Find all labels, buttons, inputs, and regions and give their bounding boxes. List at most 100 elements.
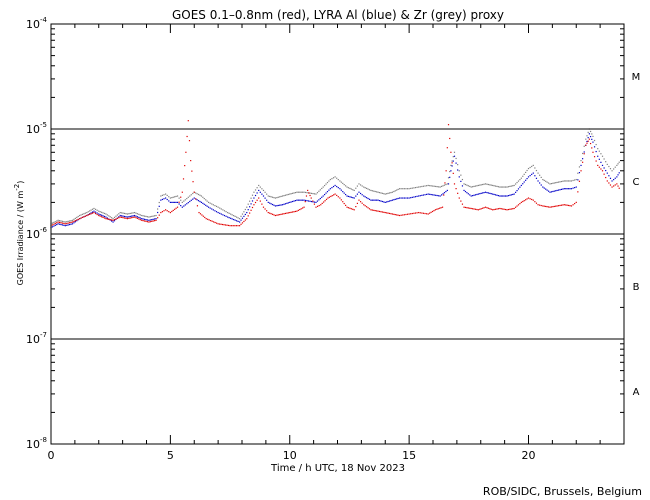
data-point — [608, 165, 610, 168]
data-point — [129, 217, 131, 219]
data-point — [455, 188, 457, 190]
data-point — [368, 198, 371, 200]
data-point — [216, 222, 218, 224]
data-point — [509, 185, 511, 188]
data-point — [410, 213, 412, 215]
data-point — [566, 204, 568, 206]
data-point — [183, 200, 185, 202]
data-point — [64, 223, 66, 225]
data-point — [139, 219, 141, 221]
data-point — [84, 215, 86, 217]
data-point — [197, 200, 200, 202]
data-point — [155, 219, 157, 221]
data-point — [294, 191, 297, 194]
data-point — [440, 185, 443, 188]
y-tick-base: 10 — [26, 333, 40, 346]
data-point — [429, 185, 431, 187]
data-point — [250, 203, 252, 205]
data-point — [250, 197, 252, 199]
data-point — [239, 225, 241, 227]
data-point — [165, 193, 167, 195]
data-point — [373, 209, 375, 211]
data-point — [403, 188, 405, 190]
data-point — [111, 217, 113, 219]
data-point — [276, 197, 278, 199]
data-point — [66, 221, 68, 223]
data-point — [347, 195, 350, 198]
data-point — [306, 200, 308, 202]
data-point — [290, 201, 292, 203]
data-point — [274, 214, 277, 217]
data-point — [522, 200, 524, 203]
data-point — [492, 184, 494, 187]
data-point — [53, 221, 55, 224]
data-point — [421, 212, 423, 214]
data-point — [185, 151, 187, 153]
data-point — [152, 220, 154, 222]
data-point — [237, 225, 239, 227]
data-point — [453, 151, 456, 153]
data-point — [560, 180, 563, 183]
data-point — [603, 158, 605, 160]
data-point — [577, 172, 579, 174]
data-point — [442, 193, 444, 195]
data-point — [331, 187, 333, 189]
data-point — [334, 184, 336, 187]
data-point — [209, 207, 211, 209]
data-point — [562, 188, 564, 190]
data-point — [57, 223, 59, 225]
data-point — [381, 211, 383, 213]
data-point — [396, 189, 398, 191]
data-point — [556, 189, 558, 192]
data-point — [322, 186, 324, 188]
data-point — [71, 223, 74, 225]
data-point — [515, 183, 517, 185]
data-point — [233, 215, 235, 217]
data-point — [197, 193, 200, 196]
data-point — [479, 193, 481, 195]
data-point — [136, 217, 139, 219]
data-point — [553, 182, 555, 184]
credit-text: ROB/SIDC, Brussels, Belgium — [483, 485, 642, 498]
data-point — [277, 214, 279, 216]
data-point — [553, 205, 555, 208]
x-tick-label: 10 — [283, 449, 297, 462]
data-point — [490, 184, 492, 186]
data-point — [552, 182, 554, 184]
data-point — [254, 189, 257, 191]
data-point — [259, 186, 261, 188]
data-point — [486, 183, 488, 185]
data-point — [449, 176, 451, 178]
data-point — [101, 216, 103, 218]
data-point — [126, 213, 128, 215]
data-point — [467, 207, 469, 209]
data-point — [132, 215, 134, 217]
data-point — [506, 186, 508, 188]
data-point — [168, 196, 170, 198]
data-point — [496, 185, 498, 188]
data-point — [543, 187, 545, 189]
data-point — [306, 192, 308, 194]
data-point — [617, 163, 619, 165]
data-point — [93, 210, 95, 212]
data-point — [330, 195, 332, 198]
data-point — [312, 200, 314, 202]
data-point — [513, 193, 515, 195]
data-point — [605, 176, 607, 179]
data-point — [352, 197, 354, 199]
data-point — [345, 193, 347, 196]
data-point — [413, 212, 415, 214]
data-point — [181, 206, 183, 208]
data-point — [346, 206, 348, 208]
data-point — [363, 204, 365, 206]
data-point — [568, 204, 570, 207]
data-point — [172, 196, 174, 198]
data-point — [457, 192, 459, 194]
data-point — [542, 205, 544, 207]
y-tick-base: 10 — [26, 123, 40, 136]
data-point — [152, 218, 154, 220]
data-point — [87, 211, 89, 213]
data-point — [223, 214, 226, 217]
data-point — [169, 201, 171, 203]
data-point — [526, 198, 528, 200]
